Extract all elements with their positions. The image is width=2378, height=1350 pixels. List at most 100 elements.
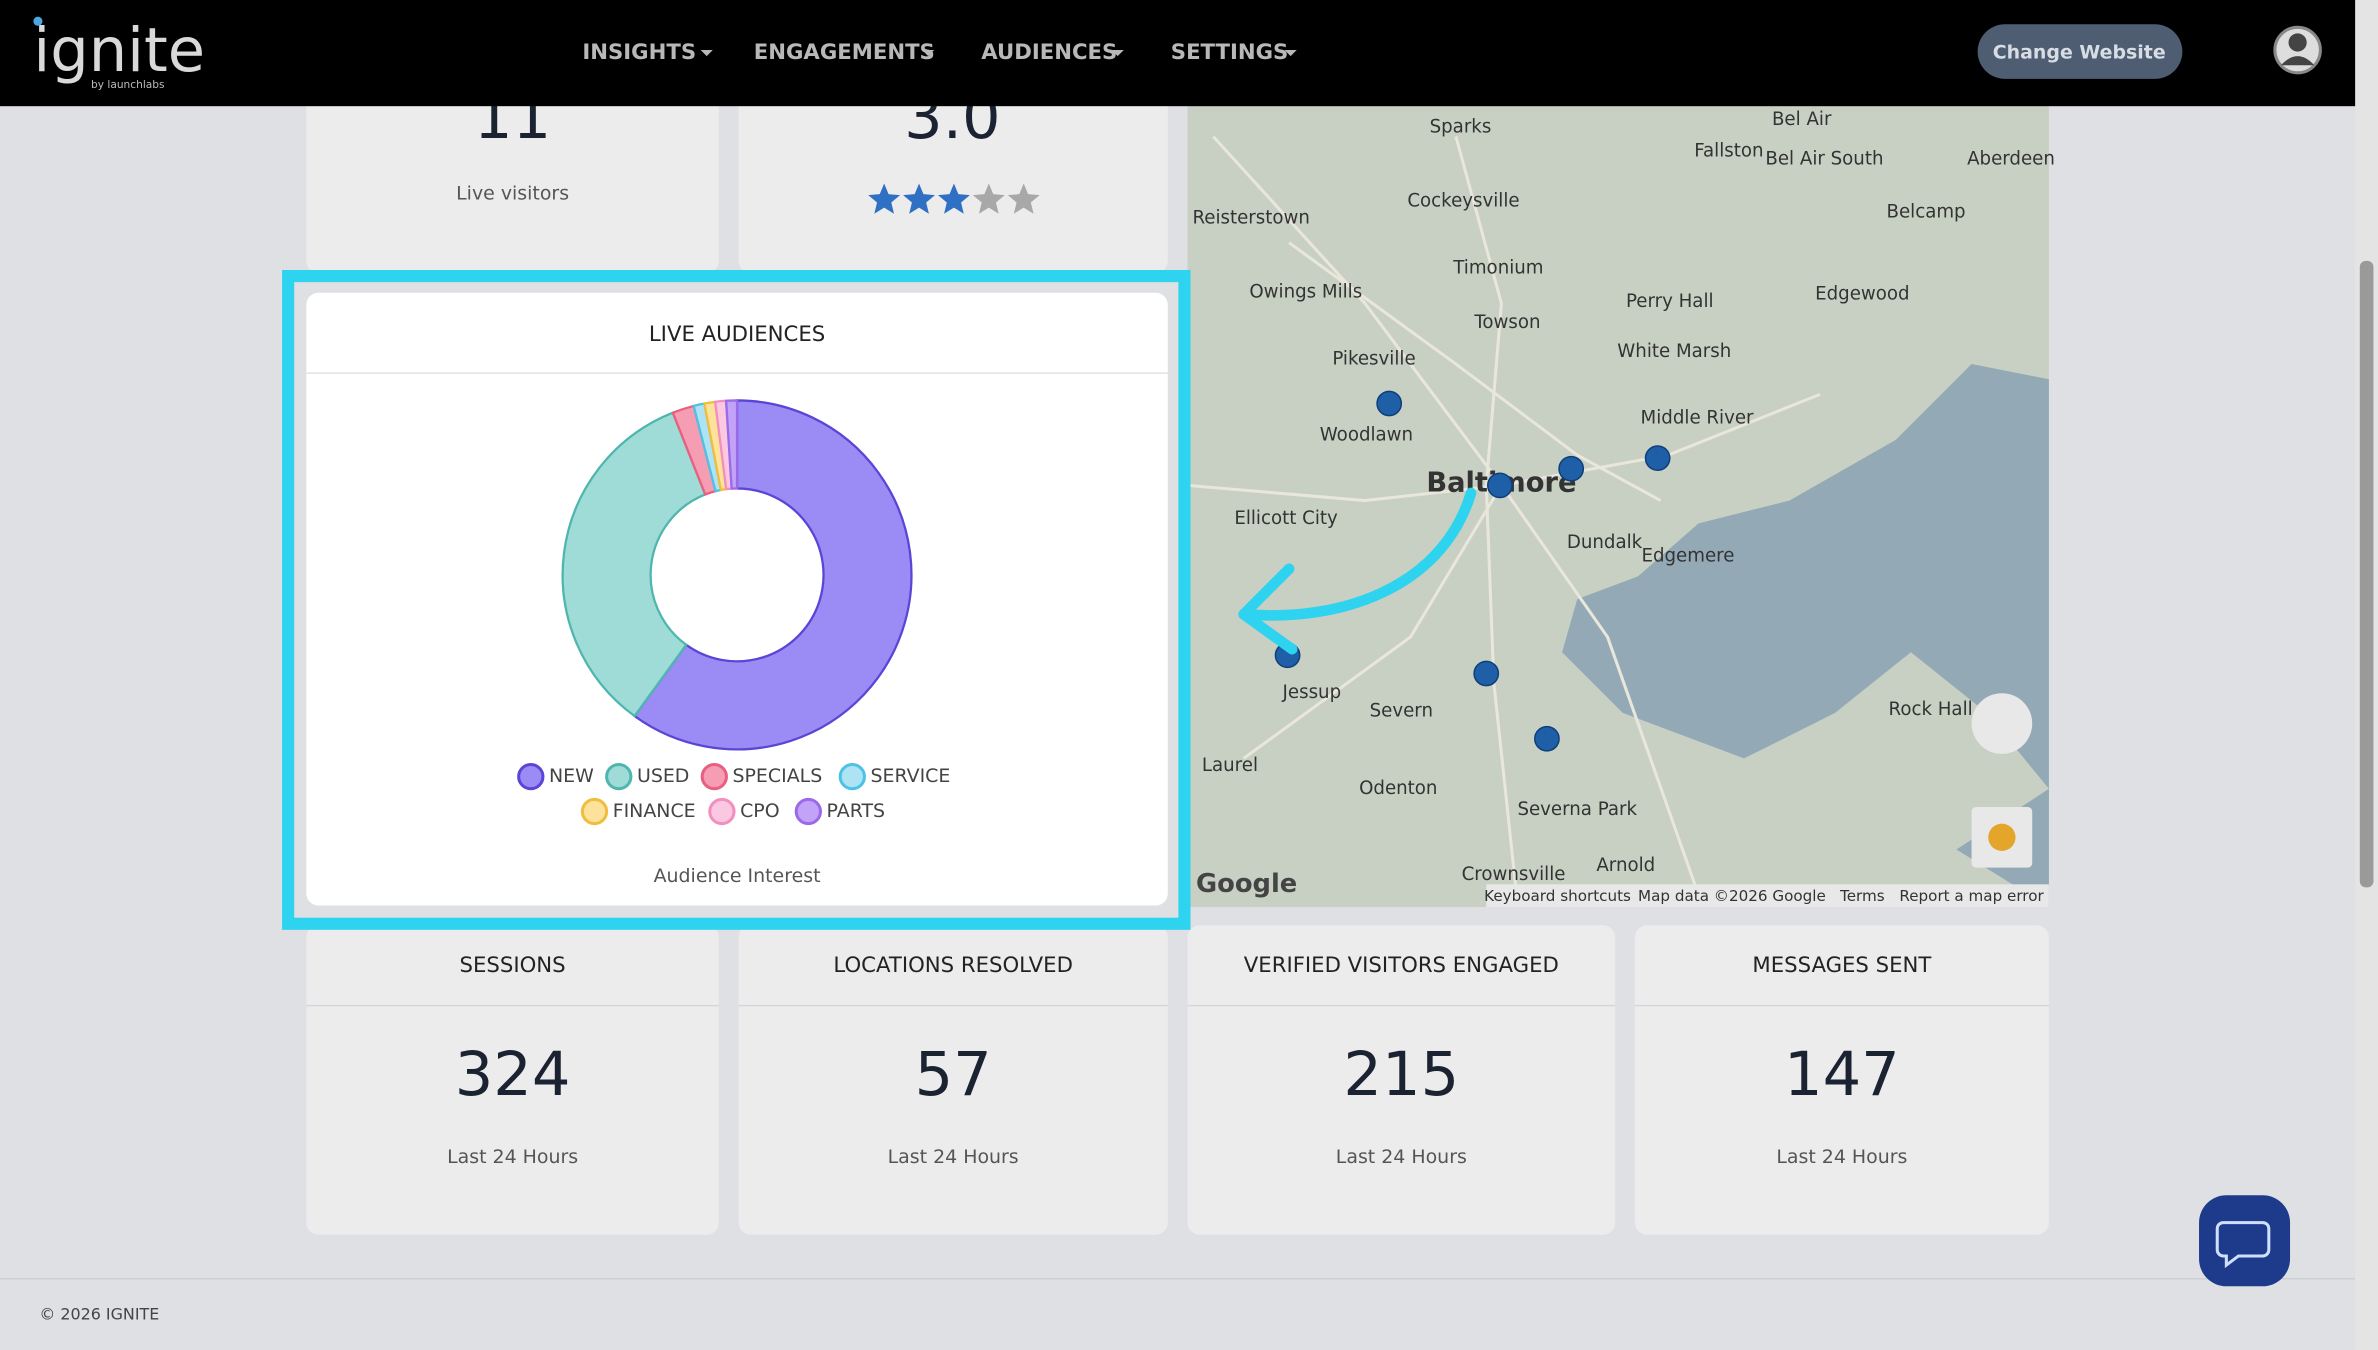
map-label: Laurel	[1202, 755, 1258, 776]
legend-marker	[794, 797, 822, 826]
nav-caret	[922, 50, 935, 57]
map-road	[1242, 484, 1503, 760]
rating-star	[868, 183, 901, 214]
map-label: White Marsh	[1617, 341, 1731, 362]
map-label: Sparks	[1430, 116, 1492, 137]
legend-marker	[605, 762, 633, 791]
map-label: Middle River	[1641, 408, 1754, 429]
scrollbar-thumb[interactable]	[2359, 260, 2374, 888]
map-footer-link[interactable]: Map data ©2026 Google	[1638, 887, 1826, 905]
change-website-label[interactable]: Change Website	[1993, 42, 2166, 64]
rating-star	[972, 183, 1005, 214]
legend-label: FINANCE	[613, 800, 696, 822]
map-pin	[1473, 660, 1500, 687]
legend-label: SPECIALS	[733, 765, 823, 787]
map-pin	[1558, 455, 1585, 482]
legend-label: NEW	[549, 765, 594, 787]
chat-icon	[2215, 1221, 2271, 1269]
map-label: Edgewood	[1815, 283, 1909, 304]
map-footer-link[interactable]: Keyboard shortcuts	[1484, 887, 1631, 905]
chat-button[interactable]	[2199, 1195, 2291, 1287]
map-water	[1562, 364, 2049, 789]
stat-card	[306, 925, 719, 1235]
map-label: Fallston	[1694, 141, 1763, 162]
map-label: Cockeysville	[1407, 191, 1519, 212]
stat-note: Last 24 Hours	[1336, 1146, 1467, 1168]
change-website-button[interactable]	[1977, 24, 2183, 79]
rating-star	[1007, 183, 1040, 214]
chart-card	[306, 292, 1168, 906]
map-label: Belcamp	[1886, 201, 1965, 222]
map-label: Rock Hall	[1889, 699, 1973, 720]
stat-title: LOCATIONS RESOLVED	[833, 953, 1073, 978]
map-label: Crownsville	[1462, 864, 1566, 885]
map-logo: Google	[1196, 869, 1297, 899]
logo[interactable]: ignite	[33, 16, 205, 86]
map-pin	[1376, 390, 1403, 417]
nav-caret	[1284, 50, 1297, 57]
nav-caret	[1111, 50, 1124, 57]
card	[306, 75, 719, 274]
avatar-head	[2288, 33, 2307, 52]
pegman-icon	[1988, 823, 2016, 851]
chart-title: LIVE AUDIENCES	[649, 322, 825, 347]
stat-card	[1634, 925, 2049, 1235]
map-pin	[1487, 472, 1513, 499]
live-visitors-label: Live visitors	[456, 183, 569, 205]
avatar-body	[2280, 56, 2315, 66]
chart-caption: Audience Interest	[654, 865, 821, 887]
footer-text: © 2026 IGNITE	[39, 1305, 159, 1324]
nav-item[interactable]: SETTINGS	[1171, 40, 1289, 65]
map-label: Timonium	[1452, 257, 1543, 278]
map-road	[1454, 136, 1519, 896]
stat-card	[1187, 925, 1616, 1235]
stat-card	[738, 925, 1168, 1235]
map-label: Bel Air South	[1765, 148, 1883, 169]
map-pin	[1534, 725, 1560, 752]
legend-label: SERVICE	[871, 765, 951, 787]
nav-item[interactable]: ENGAGEMENTS	[754, 40, 935, 65]
map-footer-bg	[1486, 884, 2049, 908]
legend-label: USED	[637, 765, 689, 787]
stat-note: Last 24 Hours	[447, 1146, 578, 1168]
map-label: Bel Air	[1772, 109, 1832, 130]
legend-marker	[517, 762, 545, 791]
map-footer-link[interactable]: Report a map error	[1899, 887, 2044, 905]
map-label: Severn	[1370, 700, 1433, 721]
arrow-head	[1238, 563, 1298, 655]
map-label: Perry Hall	[1626, 291, 1714, 312]
map-label: Aberdeen	[1967, 148, 2055, 169]
logo-sub: by launchlabs	[91, 78, 165, 91]
map-label: Edgemere	[1641, 546, 1734, 567]
nav-item[interactable]: AUDIENCES	[981, 40, 1117, 65]
stat-value: 57	[915, 1040, 992, 1110]
pie-slice	[632, 399, 913, 751]
arrow	[1241, 487, 1477, 621]
map-road	[1288, 241, 1662, 502]
legend-label: PARTS	[827, 800, 886, 822]
nav-caret	[700, 50, 713, 57]
nav-item[interactable]: INSIGHTS	[582, 40, 696, 65]
map-label: Severna Park	[1517, 799, 1637, 820]
stat-note: Last 24 Hours	[888, 1146, 1019, 1168]
stat-title: SESSIONS	[460, 953, 566, 978]
map-label: Pikesville	[1332, 348, 1415, 369]
pie-slice	[724, 399, 739, 490]
rating-star	[903, 183, 935, 214]
logo-drop	[33, 16, 43, 26]
map-footer-link[interactable]: Terms	[1839, 887, 1885, 905]
legend-marker	[580, 797, 609, 826]
stat-value: 147	[1784, 1040, 1900, 1110]
map-label: Dundalk	[1567, 532, 1643, 553]
map-label: Owings Mills	[1249, 282, 1362, 303]
map-label: Woodlawn	[1320, 424, 1413, 445]
map-label: Odenton	[1359, 778, 1437, 799]
stat-title: MESSAGES SENT	[1752, 953, 1932, 978]
legend-marker	[838, 762, 866, 791]
pie-slice	[561, 411, 707, 718]
map-control[interactable]	[1971, 693, 2033, 754]
card	[738, 75, 1168, 274]
stat-value: 324	[455, 1040, 571, 1110]
